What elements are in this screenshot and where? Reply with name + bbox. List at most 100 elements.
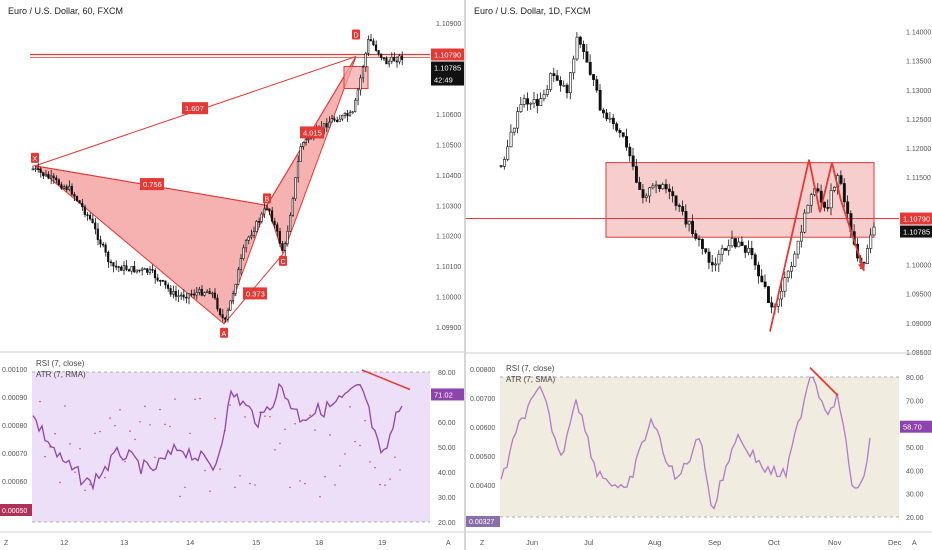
daily-candle bbox=[658, 184, 661, 190]
daily-candle bbox=[816, 188, 820, 192]
hourly-candle bbox=[62, 186, 66, 189]
daily-candle bbox=[717, 253, 721, 265]
hourly-candle bbox=[354, 99, 357, 113]
hourly-candle bbox=[281, 243, 284, 251]
hourly-chart-canvas[interactable]: 1.10900 1.10600 1.10500 1.10400 1.10300 1.102… bbox=[0, 0, 464, 550]
daily-price-tick: 1.09000 bbox=[906, 321, 931, 328]
hourly-atr-dot bbox=[154, 456, 156, 459]
daily-price-tick: 1.12000 bbox=[906, 146, 931, 153]
daily-candle bbox=[522, 98, 526, 105]
hourly-atr-dot bbox=[354, 440, 356, 443]
hourly-bid-price-tag: 1.10785 bbox=[434, 64, 461, 73]
hourly-candle bbox=[268, 208, 271, 212]
hourly-atr-dot bbox=[349, 406, 351, 408]
daily-candle bbox=[611, 117, 615, 125]
hourly-last-price-tag: 1.10790 bbox=[434, 51, 461, 60]
daily-candle bbox=[724, 248, 727, 251]
hourly-candle bbox=[226, 310, 229, 320]
daily-pattern-line bbox=[769, 159, 864, 332]
hourly-prz-box bbox=[343, 66, 369, 90]
daily-candle bbox=[783, 277, 787, 292]
hourly-atr-dot bbox=[104, 476, 106, 479]
hourly-atr-dot bbox=[94, 432, 96, 435]
hourly-atr-dot bbox=[204, 469, 206, 472]
hourly-atr-dot bbox=[164, 423, 166, 426]
hourly-candle bbox=[367, 39, 370, 54]
hourly-atr-dot bbox=[54, 433, 56, 435]
pattern-point-label: D bbox=[354, 33, 359, 40]
daily-rsi-tick: 70.00 bbox=[906, 398, 924, 405]
daily-candle bbox=[651, 185, 655, 189]
hourly-candle bbox=[333, 118, 336, 121]
hourly-candle bbox=[398, 55, 401, 63]
hourly-atr-dot bbox=[244, 416, 246, 418]
hourly-candle bbox=[304, 138, 307, 143]
hourly-candle bbox=[255, 221, 258, 232]
hourly-ratio-label-bg bbox=[140, 178, 164, 191]
hourly-atr-dot bbox=[179, 495, 181, 498]
daily-candle bbox=[506, 146, 510, 160]
hourly-candle bbox=[151, 268, 154, 271]
daily-price-tick: 1.10000 bbox=[906, 263, 931, 270]
hourly-atr-tag-bg bbox=[0, 504, 32, 516]
hourly-ratio-label: 1.607 bbox=[185, 104, 204, 113]
hourly-candle bbox=[117, 266, 120, 268]
hourly-rsi-tick: 40.00 bbox=[438, 470, 456, 477]
daily-candle bbox=[766, 286, 770, 304]
hourly-atr-dot bbox=[269, 416, 271, 418]
daily-candle bbox=[552, 73, 556, 76]
daily-price-tick: 1.12500 bbox=[906, 117, 931, 124]
hourly-chart-panel[interactable]: 1.10900 1.10600 1.10500 1.10400 1.10300 1.102… bbox=[0, 0, 464, 550]
daily-atr-label: ATR (7, SMA) bbox=[506, 375, 556, 384]
daily-atr-tag-bg bbox=[466, 516, 500, 527]
hourly-candle bbox=[156, 277, 159, 281]
hourly-price-tick: 1.10400 bbox=[436, 173, 461, 180]
daily-candle bbox=[532, 99, 536, 104]
hourly-atr-dot bbox=[304, 482, 306, 485]
daily-atr-tick: 0.00400 bbox=[470, 483, 495, 490]
pattern-point-marker bbox=[220, 327, 228, 338]
hourly-rsi-divergence-line bbox=[361, 369, 411, 391]
hourly-rsi-tick: 20.00 bbox=[438, 520, 456, 527]
hourly-candle bbox=[104, 244, 107, 253]
hourly-atr-dot bbox=[119, 409, 121, 411]
daily-candle bbox=[796, 240, 800, 255]
daily-candle bbox=[737, 241, 741, 248]
daily-rsi-tick: 50.00 bbox=[906, 445, 924, 452]
hourly-candle bbox=[127, 269, 131, 272]
panel-divider[interactable] bbox=[464, 0, 466, 550]
hourly-candle bbox=[395, 60, 398, 63]
daily-price-tick: 1.09500 bbox=[906, 292, 931, 299]
hourly-rsi-tag: 71.02 bbox=[434, 390, 453, 399]
hourly-atr-dot bbox=[79, 448, 81, 450]
hourly-candle bbox=[140, 268, 144, 271]
daily-chart-panel[interactable]: 1.14000 1.13500 1.13000 1.12500 1.12000 1.115… bbox=[466, 0, 932, 550]
hourly-candle bbox=[211, 292, 214, 295]
hourly-candle bbox=[164, 280, 167, 286]
daily-candle bbox=[526, 98, 530, 105]
hourly-atr-tick: 0.00090 bbox=[2, 395, 27, 402]
hourly-atr-tick: 0.00070 bbox=[2, 451, 27, 458]
hourly-ratio-label: 0.373 bbox=[246, 289, 265, 298]
daily-candle bbox=[575, 36, 579, 60]
daily-candle bbox=[668, 188, 671, 192]
daily-candle bbox=[555, 75, 559, 81]
daily-candle bbox=[809, 194, 813, 206]
hourly-candle bbox=[86, 214, 89, 216]
daily-time-tick: Oct bbox=[768, 538, 781, 547]
daily-chart-canvas[interactable]: 1.14000 1.13500 1.13000 1.12500 1.12000 1.115… bbox=[466, 0, 932, 550]
daily-candle bbox=[631, 155, 635, 167]
daily-candle bbox=[786, 270, 790, 278]
hourly-candle bbox=[75, 196, 79, 201]
pattern-point-marker bbox=[352, 29, 360, 40]
pattern-point-marker bbox=[31, 152, 39, 163]
hourly-candle bbox=[356, 89, 359, 101]
daily-candle bbox=[733, 238, 737, 248]
hourly-price-tick: 1.10900 bbox=[436, 21, 461, 28]
hourly-price-tick: 1.10100 bbox=[436, 264, 461, 271]
hourly-atr-dot bbox=[194, 398, 196, 400]
hourly-candle bbox=[351, 111, 354, 114]
hourly-candle bbox=[81, 202, 84, 208]
pattern-point-label: A bbox=[222, 331, 227, 338]
hourly-candle bbox=[88, 215, 92, 220]
